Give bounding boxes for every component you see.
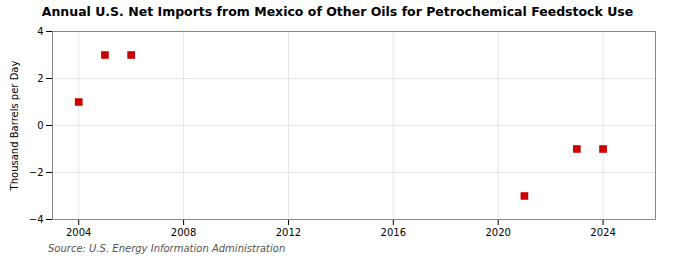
- svg-text:−4: −4: [29, 214, 44, 225]
- svg-text:2016: 2016: [381, 227, 406, 238]
- svg-text:2012: 2012: [276, 227, 301, 238]
- svg-text:2008: 2008: [171, 227, 196, 238]
- svg-text:2004: 2004: [66, 227, 91, 238]
- svg-text:2024: 2024: [590, 227, 615, 238]
- svg-text:4: 4: [37, 26, 43, 37]
- html-text:Annual U.S. Net Imports from M: Annual U.S. Net Imports from Mexico of O…: [41, 4, 634, 19]
- html-text:Source: U.S. Energy Informatio: Source: U.S. Energy Information Administ…: [48, 243, 286, 254]
- svg-text:−2: −2: [29, 167, 44, 178]
- svg-text:2: 2: [37, 73, 43, 84]
- svg-text:0: 0: [37, 120, 43, 131]
- svg-text:2020: 2020: [485, 227, 510, 238]
- svg-text:Thousand Barrels per Day: Thousand Barrels per Day: [9, 61, 20, 192]
